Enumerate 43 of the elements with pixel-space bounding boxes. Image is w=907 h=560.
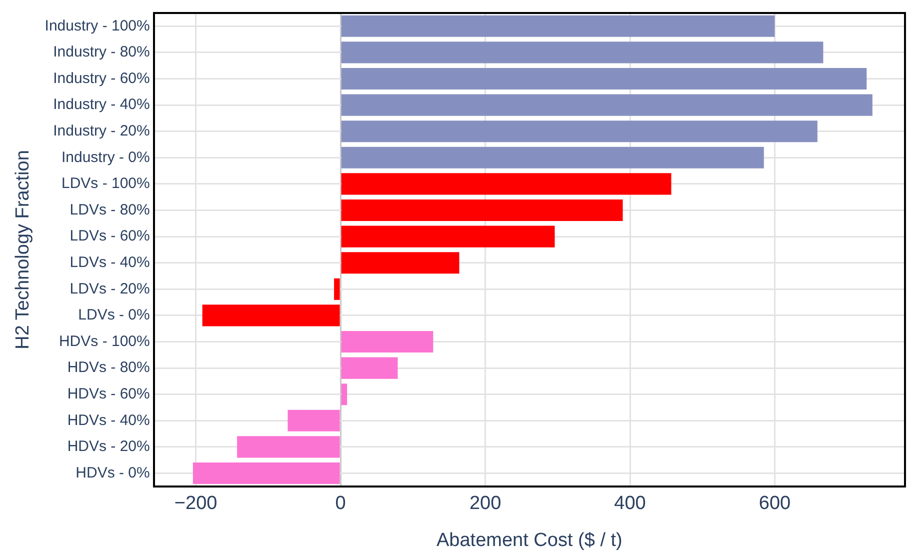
bar: [341, 68, 867, 90]
y-tick-label: Industry - 80%: [53, 44, 150, 61]
bar: [341, 146, 764, 168]
y-tick-label: LDVs - 20%: [70, 280, 150, 298]
y-tick-label: LDVs - 40%: [70, 254, 150, 271]
y-tick-label: HDVs - 40%: [67, 412, 150, 429]
y-tick-label: HDVs - 80%: [67, 359, 150, 376]
y-tick-label: Industry - 60%: [53, 70, 150, 87]
bar: [341, 199, 623, 222]
y-tick-label: Industry - 0%: [61, 148, 150, 166]
bar: [334, 278, 340, 300]
y-tick-label: Industry - 20%: [53, 122, 150, 140]
bar: [341, 120, 818, 142]
bar: [341, 94, 872, 116]
bar: [341, 252, 460, 274]
bar: [202, 304, 340, 326]
bar: [341, 173, 672, 195]
bar: [288, 410, 340, 432]
x-tick-label: 600: [758, 493, 791, 514]
y-tick-label: HDVs - 0%: [76, 464, 150, 482]
y-tick-label: HDVs - 60%: [67, 385, 150, 402]
bar: [192, 462, 340, 484]
y-tick-label: LDVs - 0%: [78, 306, 150, 324]
y-tick-label: Industry - 40%: [53, 96, 150, 114]
y-tick-label: HDVs - 20%: [67, 438, 150, 456]
x-axis-title: Abatement Cost ($ / t): [436, 530, 622, 551]
y-tick-label: LDVs - 80%: [70, 201, 150, 218]
x-tick-label: 0: [335, 493, 346, 514]
x-tick-label: −200: [174, 493, 218, 514]
y-tick-label: HDVs - 100%: [58, 332, 150, 350]
bar: [341, 384, 348, 406]
bar: [341, 330, 434, 353]
bar: [237, 436, 340, 458]
y-tick-label: Industry - 100%: [44, 17, 150, 34]
bar: [341, 357, 398, 379]
y-tick-label: LDVs - 60%: [70, 228, 150, 245]
bar: [341, 226, 555, 248]
x-tick-label: 200: [469, 493, 502, 514]
y-axis-title: H2 Technology Fraction: [12, 150, 34, 350]
bar: [341, 42, 824, 64]
y-tick-label: LDVs - 100%: [61, 175, 150, 192]
bar: [341, 15, 775, 37]
x-tick-label: 400: [614, 493, 646, 514]
